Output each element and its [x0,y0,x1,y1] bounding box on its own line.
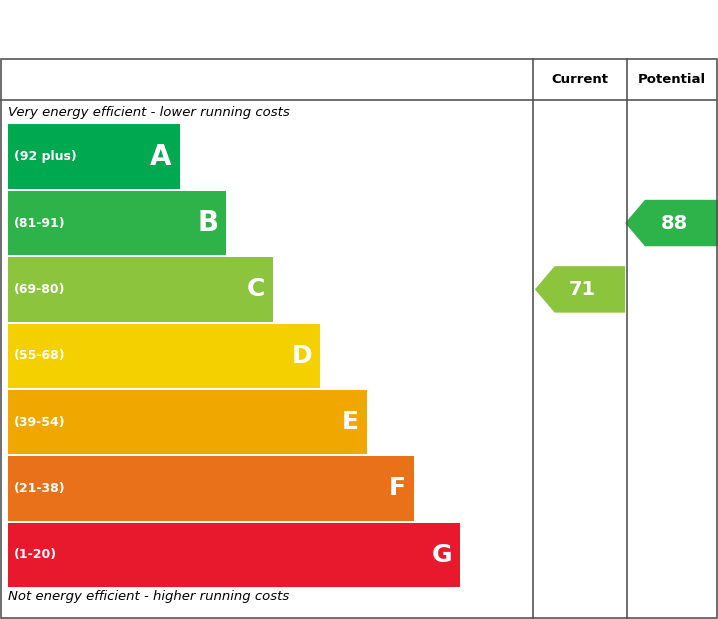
Text: 71: 71 [569,280,595,299]
Text: (1-20): (1-20) [14,548,57,561]
Text: G: G [432,543,452,567]
Text: (55-68): (55-68) [14,349,65,362]
Text: F: F [388,477,406,501]
Bar [8,522,460,587]
Bar [8,324,320,388]
Text: E: E [342,410,359,434]
Text: Not energy efficient - higher running costs: Not energy efficient - higher running co… [8,590,289,603]
Bar [8,191,226,255]
Text: (39-54): (39-54) [14,415,65,428]
Text: C: C [247,277,265,301]
Text: (81-91): (81-91) [14,217,65,230]
Text: 88: 88 [661,214,688,233]
Polygon shape [625,200,718,246]
Text: A: A [150,143,172,171]
Text: (21-38): (21-38) [14,482,65,495]
Text: (92 plus): (92 plus) [14,150,77,163]
Bar [8,390,367,454]
Text: D: D [292,344,312,368]
Text: Potential: Potential [638,72,706,85]
Bar [8,124,180,189]
Bar [8,456,414,521]
Text: B: B [197,209,218,237]
Text: (69-80): (69-80) [14,283,65,296]
Polygon shape [535,266,625,313]
Text: Current: Current [551,72,608,85]
Text: Very energy efficient - lower running costs: Very energy efficient - lower running co… [8,105,290,118]
Text: Energy Efficiency Rating: Energy Efficiency Rating [18,14,439,43]
Bar [8,258,274,322]
